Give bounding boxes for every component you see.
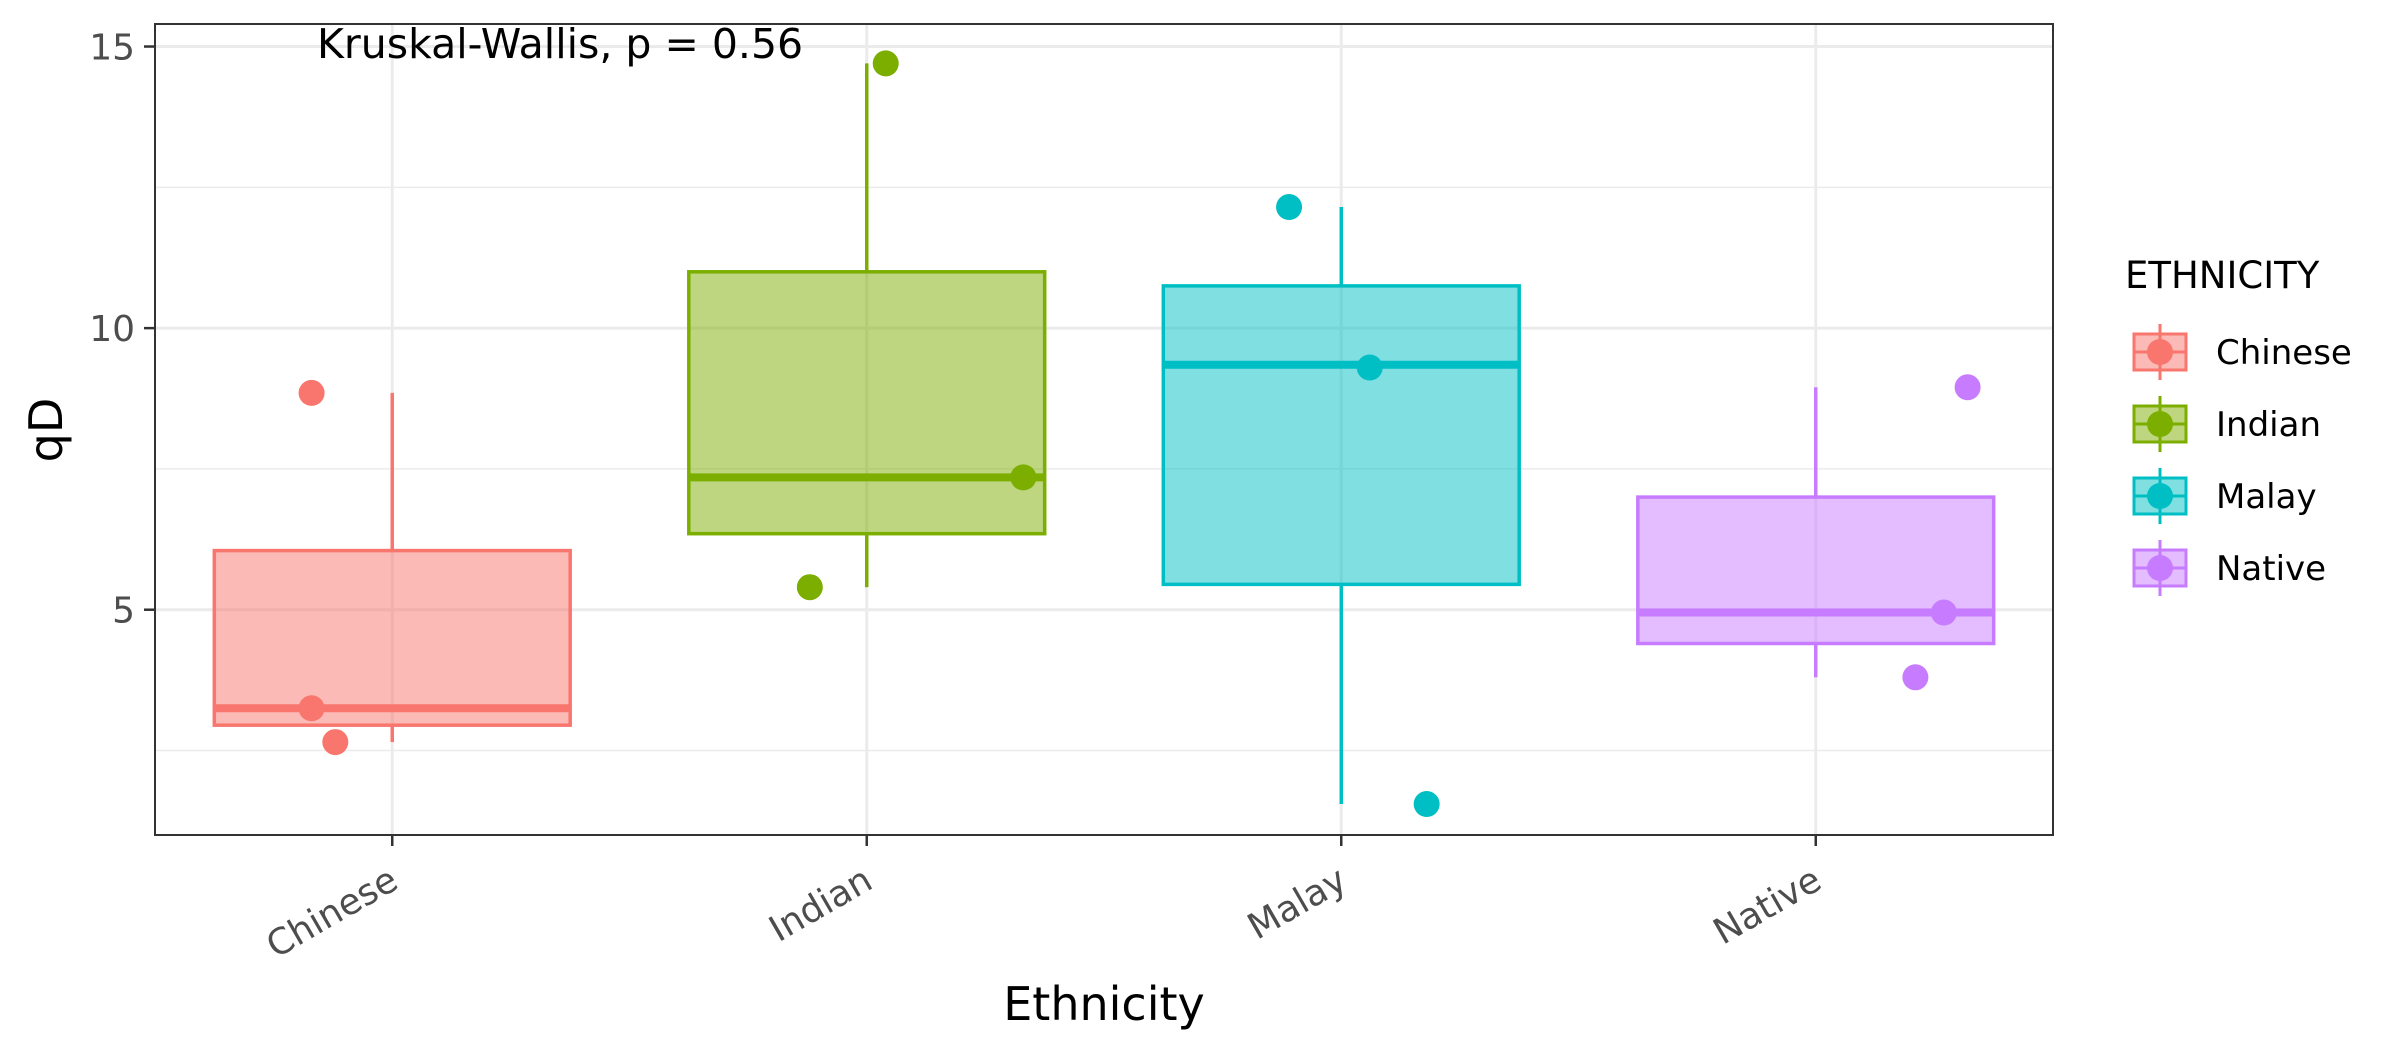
point-indian — [872, 50, 899, 77]
box-iqr — [1161, 284, 1521, 587]
point-indian — [796, 574, 823, 601]
point-chinese — [322, 729, 349, 756]
legend-item-chinese: Chinese — [2132, 324, 2352, 380]
x-axis-title: Ethnicity — [1003, 977, 1205, 1031]
legend-label: Native — [2216, 549, 2326, 589]
test-annotation: Kruskal-Wallis, p = 0.56 — [317, 20, 803, 68]
y-axis-title: qD — [19, 398, 73, 463]
legend-key-point — [2147, 339, 2173, 365]
legend-key-point — [2147, 555, 2173, 581]
legend: ETHNICITY Chinese Indian Malay Native — [2125, 254, 2352, 596]
legend-label: Indian — [2216, 405, 2321, 445]
legend-item-native: Native — [2132, 540, 2326, 596]
box-indian — [687, 63, 1047, 588]
point-malay — [1356, 354, 1383, 381]
box-chinese — [212, 392, 572, 743]
box-iqr — [212, 548, 572, 727]
point-chinese — [298, 695, 325, 722]
legend-key-point — [2147, 411, 2173, 437]
legend-item-indian: Indian — [2132, 396, 2321, 452]
legend-item-malay: Malay — [2132, 468, 2317, 524]
point-malay — [1276, 194, 1303, 221]
y-tick-label: 5 — [112, 591, 135, 632]
legend-title: ETHNICITY — [2125, 254, 2320, 297]
y-tick-label: 15 — [89, 28, 135, 69]
plot-border — [154, 23, 2054, 836]
point-native — [1954, 374, 1981, 401]
data-points — [298, 50, 1981, 818]
y-tick-label: 10 — [89, 309, 135, 350]
point-native — [1930, 599, 1957, 626]
box-malay — [1161, 207, 1521, 805]
point-native — [1902, 664, 1929, 691]
boxes — [212, 63, 1996, 805]
box-iqr — [687, 270, 1047, 536]
point-malay — [1413, 791, 1440, 818]
point-chinese — [298, 379, 325, 406]
legend-label: Chinese — [2216, 333, 2352, 373]
point-indian — [1010, 464, 1037, 491]
legend-label: Malay — [2216, 477, 2317, 517]
legend-key-point — [2147, 483, 2173, 509]
